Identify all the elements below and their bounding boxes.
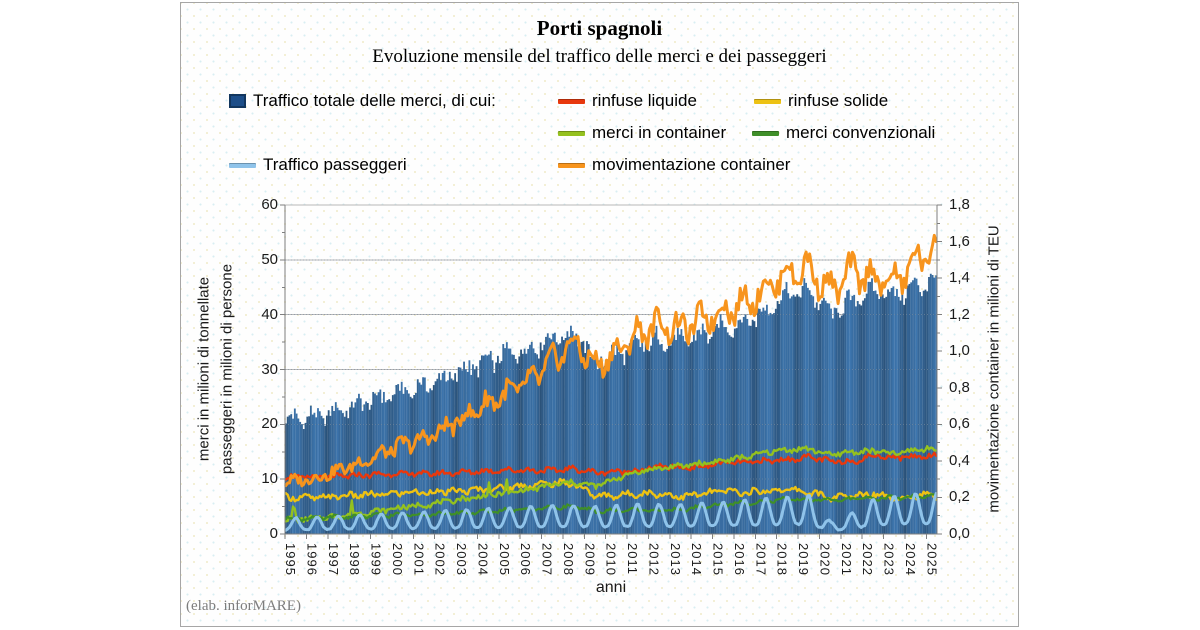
legend-label: Traffico passeggeri	[263, 155, 407, 174]
right-tick-label: 0,8	[949, 378, 970, 396]
legend-label: merci in container	[592, 123, 727, 142]
chart-title: Porti spagnoli	[536, 16, 663, 40]
right-tick-label: 1,0	[949, 342, 970, 360]
year-label-2016: 2016	[731, 543, 747, 576]
legend-item-rinfuse-liquide: rinfuse liquide	[558, 91, 697, 111]
left-tick-label: 50	[261, 250, 278, 268]
year-label-2002: 2002	[432, 543, 448, 576]
year-label-2023: 2023	[881, 543, 897, 576]
year-label-1999: 1999	[368, 543, 384, 576]
legend-item-traffico-totale-delle-merci-di-cui: Traffico totale delle merci, di cui:	[229, 91, 496, 111]
year-label-2000: 2000	[389, 543, 405, 576]
right-axis-title: movimentazione container in milioni di T…	[985, 225, 1003, 513]
left-axis-title-line1: merci in milioni di tonnellate	[195, 276, 213, 462]
x-axis-title: anni	[595, 579, 627, 596]
right-tick-label: 0,0	[949, 525, 970, 542]
left-tick-label: 20	[261, 415, 278, 433]
year-label-2019: 2019	[796, 543, 812, 576]
legend-label: rinfuse solide	[788, 91, 889, 110]
legend-label: merci convenzionali	[786, 123, 936, 142]
year-label-2001: 2001	[411, 543, 427, 576]
year-label-2013: 2013	[667, 543, 683, 576]
series-line-rinfuse-liquide	[284, 451, 938, 481]
right-tick-label: 1,4	[949, 269, 970, 287]
legend-item-traffico-passeggeri: Traffico passeggeri	[229, 155, 407, 175]
year-label-2017: 2017	[753, 543, 769, 576]
traffic-chart-canvas	[280, 204, 942, 539]
right-tick-label: 1,6	[949, 232, 970, 250]
year-label-2024: 2024	[902, 543, 918, 576]
legend-label: movimentazione container	[592, 155, 791, 174]
series-line-merci-convenzionali	[284, 493, 938, 523]
legend-item-movimentazione-container: movimentazione container	[558, 155, 790, 175]
legend-line-swatch-icon	[752, 130, 779, 136]
year-label-2011: 2011	[625, 543, 641, 575]
year-label-2020: 2020	[817, 543, 833, 576]
right-tick-label: 0,2	[949, 488, 970, 506]
year-label-2022: 2022	[860, 543, 876, 576]
legend-label: rinfuse liquide	[592, 91, 697, 110]
year-label-2025: 2025	[924, 543, 940, 576]
year-label-2018: 2018	[774, 543, 790, 576]
legend-line-swatch-icon	[558, 98, 585, 104]
year-label-2003: 2003	[454, 543, 470, 576]
legend-line-swatch-icon	[558, 130, 585, 136]
left-axis-title-line2: passeggeri in milioni di persone	[218, 263, 236, 475]
year-label-2009: 2009	[582, 543, 598, 576]
left-tick-label: 60	[261, 196, 278, 213]
legend-label: Traffico totale delle merci, di cui:	[253, 91, 496, 110]
series-line-traffico-passeggeri	[284, 492, 938, 532]
year-label-2008: 2008	[560, 543, 576, 576]
year-label-1998: 1998	[347, 543, 363, 576]
legend-item-merci-in-container: merci in container	[558, 123, 726, 143]
year-label-2015: 2015	[710, 543, 726, 576]
year-label-2012: 2012	[646, 543, 662, 576]
left-tick-label: 10	[261, 470, 278, 488]
legend-line-swatch-icon	[754, 98, 781, 104]
year-label-2007: 2007	[539, 543, 555, 576]
year-label-2010: 2010	[603, 543, 619, 576]
year-label-2021: 2021	[838, 543, 854, 576]
left-tick-label: 0	[269, 525, 278, 542]
legend-item-rinfuse-solide: rinfuse solide	[754, 91, 888, 111]
year-label-1996: 1996	[304, 543, 320, 576]
chart-card: Porti spagnoli Evoluzione mensile del tr…	[180, 2, 1019, 627]
series-line-movimentazione-container	[284, 233, 938, 488]
series-line-merci-in-container	[284, 445, 938, 524]
right-tick-label: 0,6	[949, 415, 970, 433]
credit-note: (elab. inforMARE)	[186, 598, 301, 614]
right-tick-label: 1,8	[949, 196, 970, 213]
right-tick-label: 0,4	[949, 451, 970, 469]
legend-line-swatch-icon	[229, 162, 256, 168]
legend-line-swatch-icon	[558, 162, 585, 168]
left-tick-label: 30	[261, 360, 278, 378]
legend-item-merci-convenzionali: merci convenzionali	[752, 123, 935, 143]
right-tick-label: 1,2	[949, 305, 970, 323]
year-label-1995: 1995	[283, 543, 298, 576]
year-label-2004: 2004	[475, 543, 491, 576]
year-label-2005: 2005	[496, 543, 512, 576]
legend-square-swatch-icon	[229, 94, 246, 108]
year-label-2014: 2014	[689, 543, 705, 576]
year-label-1997: 1997	[325, 543, 341, 576]
left-tick-label: 40	[261, 305, 278, 323]
chart-subtitle: Evoluzione mensile del traffico delle me…	[372, 46, 827, 67]
year-label-2006: 2006	[518, 543, 534, 576]
